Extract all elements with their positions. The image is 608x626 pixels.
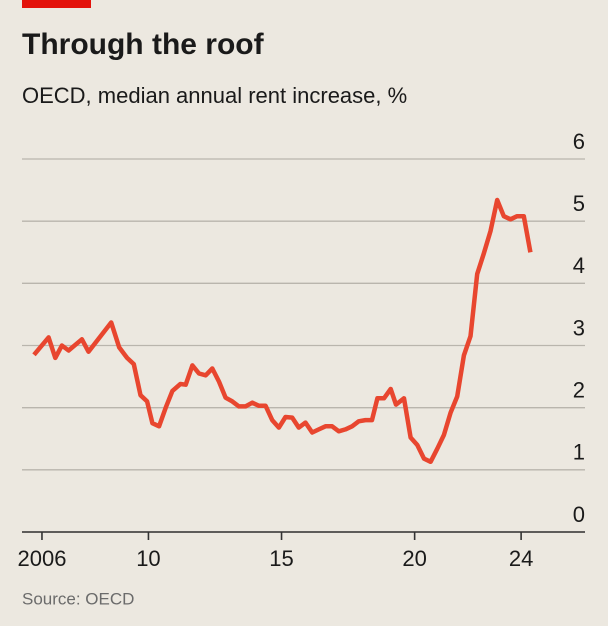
- y-tick-label: 6: [573, 129, 585, 154]
- x-tick-label: 15: [269, 546, 293, 571]
- x-tick-label: 10: [136, 546, 160, 571]
- chart-subtitle: OECD, median annual rent increase, %: [22, 83, 407, 108]
- brand-bar: [22, 0, 91, 8]
- chart-title: Through the roof: [22, 28, 265, 61]
- x-tick-label: 20: [402, 546, 426, 571]
- y-tick-label: 5: [573, 191, 585, 216]
- y-tick-label: 1: [573, 440, 585, 465]
- y-tick-label: 4: [573, 253, 585, 278]
- data-line: [32, 197, 533, 465]
- y-tick-label: 3: [573, 315, 585, 340]
- source: Source: OECD: [22, 589, 134, 608]
- x-tick-label: 24: [509, 546, 533, 571]
- x-tick-label: 2006: [17, 546, 66, 571]
- y-tick-label: 0: [573, 502, 585, 527]
- y-tick-label: 2: [573, 377, 585, 402]
